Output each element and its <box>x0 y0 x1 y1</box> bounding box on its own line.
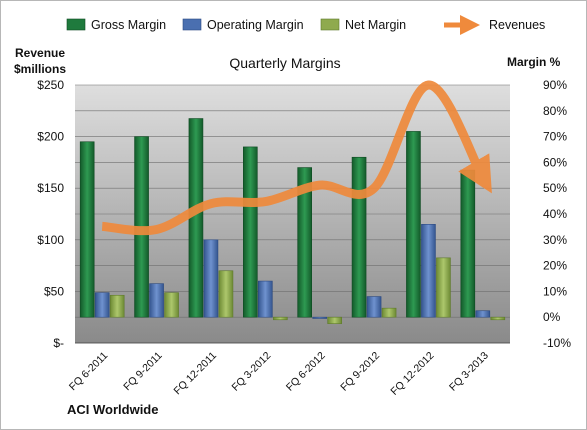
legend-label-net: Net Margin <box>345 18 406 32</box>
x-axis-ticks: FQ 6-2011 FQ 9-2011 FQ 12-2011 FQ 3-2012 FQ … <box>67 350 491 398</box>
x-tick-label: FQ 12-2011 <box>171 350 219 398</box>
operating-margin-bar <box>421 224 436 318</box>
net-margin-bar <box>490 316 506 321</box>
operating-margin-bar <box>475 310 491 318</box>
revenue-line <box>101 80 492 236</box>
right-tick-label: 20% <box>543 259 567 273</box>
right-tick-label: 70% <box>543 130 567 144</box>
gross-margin-bar <box>351 156 367 318</box>
x-tick-label: FQ 9-2012 <box>338 350 382 394</box>
legend-label-gross: Gross Margin <box>91 18 166 32</box>
company-name: ACI Worldwide <box>67 402 158 417</box>
legend-label-revenue: Revenues <box>489 18 545 32</box>
left-tick-label: $- <box>53 336 64 350</box>
left-axis-title-line1: Revenue <box>15 46 65 60</box>
right-tick-label: -10% <box>543 336 571 350</box>
net-margin-bar <box>273 316 288 321</box>
right-axis-ticks: -10% 0% 10% 20% 30% 40% 50% 60% 70% 80% 90% <box>543 78 571 350</box>
left-tick-label: $200 <box>37 130 64 144</box>
gross-margin-bar <box>188 118 204 318</box>
right-tick-label: 80% <box>543 104 567 118</box>
left-tick-label: $150 <box>37 181 64 195</box>
operating-margin-bar <box>312 316 327 319</box>
left-tick-label: $50 <box>44 284 64 298</box>
operating-margin-bar <box>258 280 273 318</box>
net-margin-bar <box>109 294 125 318</box>
net-margin-bar <box>164 292 179 318</box>
x-tick-label: FQ 9-2011 <box>121 350 165 394</box>
gross-margin-bar <box>243 146 258 318</box>
operating-margin-bar <box>94 292 110 318</box>
x-tick-label: FQ 3-2012 <box>229 350 273 394</box>
right-tick-label: 60% <box>543 155 567 169</box>
net-margin-bar <box>381 307 397 318</box>
operating-margin-bar <box>366 296 382 318</box>
right-tick-label: 10% <box>543 284 567 298</box>
revenue-line-path <box>101 80 492 236</box>
bar-series <box>79 118 506 324</box>
net-margin-bar <box>436 257 451 318</box>
right-tick-label: 50% <box>543 181 567 195</box>
x-tick-label: FQ 12-2012 <box>388 350 436 398</box>
x-tick-label: FQ 6-2012 <box>284 350 328 394</box>
right-tick-label: 0% <box>543 310 561 324</box>
x-tick-label: FQ 6-2011 <box>67 350 111 394</box>
chart-title: Quarterly Margins <box>229 55 340 71</box>
x-tick-label: FQ 3-2013 <box>447 350 491 394</box>
left-tick-label: $250 <box>37 78 64 92</box>
right-tick-label: 30% <box>543 233 567 247</box>
left-tick-label: $100 <box>37 233 64 247</box>
net-margin-bar <box>218 270 234 318</box>
right-tick-label: 40% <box>543 207 567 221</box>
left-axis-ticks: $- $50 $100 $150 $200 $250 <box>37 78 64 350</box>
legend-label-operating: Operating Margin <box>207 18 304 32</box>
left-axis-title-line2: $millions <box>14 62 66 76</box>
operating-margin-bar <box>149 283 164 318</box>
gross-margin-bar <box>79 141 95 318</box>
operating-margin-bar <box>203 239 219 318</box>
gross-margin-bar <box>297 167 312 318</box>
right-tick-label: 90% <box>543 78 567 92</box>
legend-swatch-operating <box>182 18 202 31</box>
legend: Gross Margin Operating Margin Net Margin… <box>66 15 545 35</box>
legend-swatch-net <box>320 18 340 31</box>
gross-margin-bar <box>460 169 476 318</box>
net-margin-bar <box>327 316 342 324</box>
right-axis-title: Margin % <box>507 55 561 69</box>
legend-swatch-gross <box>66 18 86 31</box>
gross-margin-bar <box>406 131 421 318</box>
